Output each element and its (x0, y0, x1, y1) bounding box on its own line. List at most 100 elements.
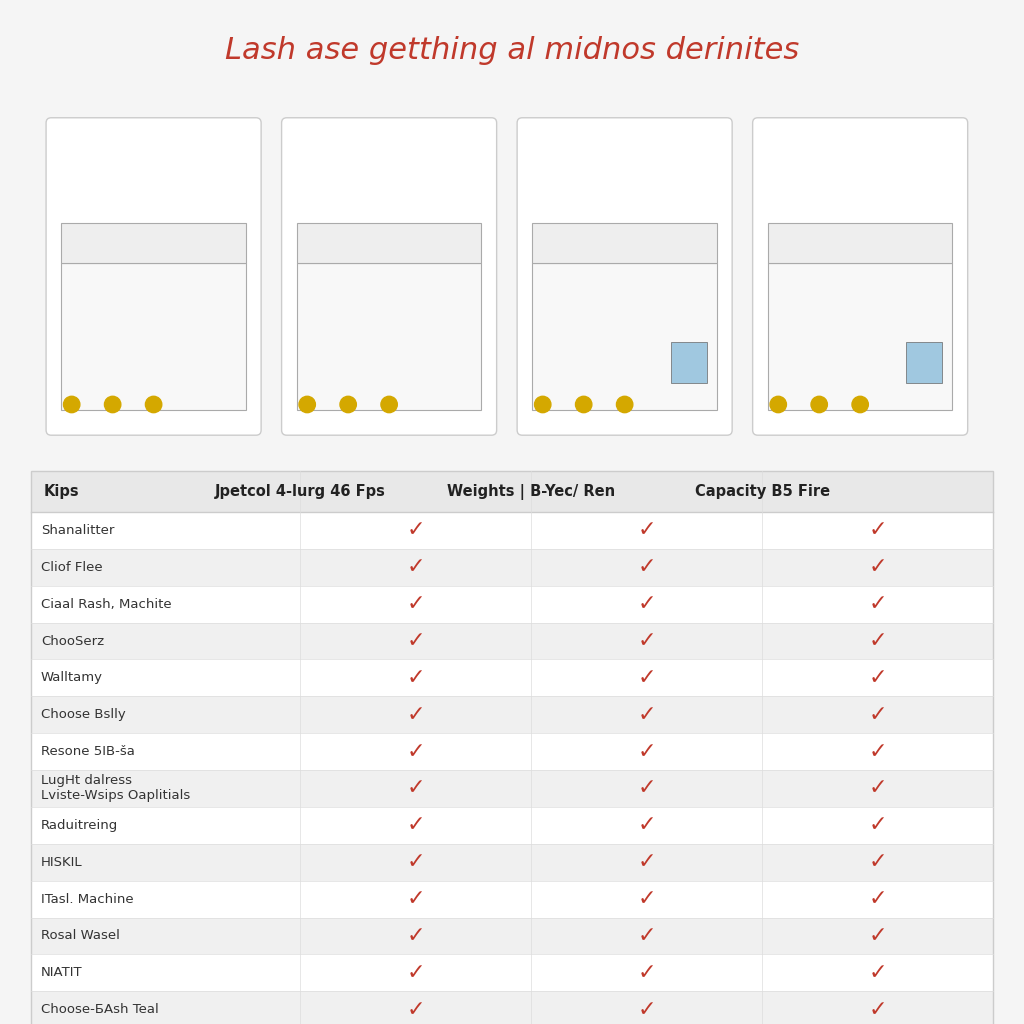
Bar (671, 342, 707, 383)
Bar (31, 807, 993, 844)
Text: ✓: ✓ (407, 852, 425, 872)
Text: ChooSerz: ChooSerz (41, 635, 104, 647)
Circle shape (63, 396, 80, 413)
Text: ✓: ✓ (868, 705, 887, 725)
Text: ✓: ✓ (638, 889, 656, 909)
FancyBboxPatch shape (282, 118, 497, 435)
Text: Shanalitter: Shanalitter (41, 524, 115, 537)
Bar (31, 844, 993, 881)
FancyBboxPatch shape (46, 118, 261, 435)
Text: ITasl. Machine: ITasl. Machine (41, 893, 133, 905)
Text: ✓: ✓ (638, 631, 656, 651)
Bar (31, 696, 993, 733)
Bar (31, 659, 993, 696)
Bar (31, 623, 993, 659)
Bar (31, 733, 993, 770)
Text: ✓: ✓ (407, 594, 425, 614)
Text: ✓: ✓ (868, 520, 887, 541)
Bar (906, 342, 942, 383)
Text: ✓: ✓ (407, 631, 425, 651)
Text: ✓: ✓ (638, 778, 656, 799)
Circle shape (852, 396, 868, 413)
Bar (31, 471, 993, 512)
Circle shape (535, 396, 551, 413)
Text: ✓: ✓ (638, 741, 656, 762)
Bar (768, 223, 952, 263)
Bar (61, 223, 246, 263)
Text: ✓: ✓ (407, 815, 425, 836)
Text: ✓: ✓ (868, 889, 887, 909)
Text: ✓: ✓ (407, 999, 425, 1020)
Text: Rosal Wasel: Rosal Wasel (41, 930, 120, 942)
Text: ✓: ✓ (407, 557, 425, 578)
Text: ✓: ✓ (868, 963, 887, 983)
Circle shape (340, 396, 356, 413)
Circle shape (811, 396, 827, 413)
Text: ✓: ✓ (868, 926, 887, 946)
FancyBboxPatch shape (517, 118, 732, 435)
Text: ✓: ✓ (638, 852, 656, 872)
Bar (31, 549, 993, 586)
Circle shape (145, 396, 162, 413)
Text: Ciaal Rash, Machite: Ciaal Rash, Machite (41, 598, 172, 610)
Text: ✓: ✓ (638, 594, 656, 614)
Text: ✓: ✓ (638, 815, 656, 836)
Text: ✓: ✓ (638, 963, 656, 983)
Text: ✓: ✓ (868, 852, 887, 872)
Circle shape (381, 396, 397, 413)
Bar (31, 586, 993, 623)
Circle shape (104, 396, 121, 413)
Text: Lash ase getthing al midnos derinites: Lash ase getthing al midnos derinites (225, 36, 799, 65)
FancyBboxPatch shape (753, 118, 968, 435)
Bar (31, 512, 993, 549)
Text: Weights | B-Yec/ Ren: Weights | B-Yec/ Ren (447, 483, 615, 500)
Text: LugHt dalress
Lviste-Wsips Oaplitials: LugHt dalress Lviste-Wsips Oaplitials (41, 774, 190, 803)
Text: ✓: ✓ (868, 815, 887, 836)
Bar (297, 263, 481, 410)
Text: ✓: ✓ (638, 668, 656, 688)
Bar (768, 263, 952, 410)
Text: ✓: ✓ (638, 705, 656, 725)
Text: HISKIL: HISKIL (41, 856, 83, 868)
Text: Cliof Flee: Cliof Flee (41, 561, 102, 573)
Text: Walltamy: Walltamy (41, 672, 103, 684)
Text: ✓: ✓ (868, 778, 887, 799)
Bar (532, 263, 717, 410)
Circle shape (575, 396, 592, 413)
Text: ✓: ✓ (407, 705, 425, 725)
Text: ✓: ✓ (407, 889, 425, 909)
Text: ✓: ✓ (407, 778, 425, 799)
Text: ✓: ✓ (638, 557, 656, 578)
Bar (31, 770, 993, 807)
Circle shape (770, 396, 786, 413)
Bar (31, 918, 993, 954)
Text: ✓: ✓ (868, 594, 887, 614)
Text: ✓: ✓ (868, 999, 887, 1020)
Text: NIATIT: NIATIT (41, 967, 83, 979)
Bar (61, 263, 246, 410)
Text: Raduitreing: Raduitreing (41, 819, 118, 831)
Text: ✓: ✓ (407, 963, 425, 983)
Bar (31, 471, 993, 1024)
Text: Choose-БAsh Teal: Choose-БAsh Teal (41, 1004, 159, 1016)
Text: ✓: ✓ (638, 520, 656, 541)
Bar (532, 223, 717, 263)
Text: ✓: ✓ (407, 520, 425, 541)
Text: ✓: ✓ (868, 557, 887, 578)
Bar (297, 223, 481, 263)
Circle shape (299, 396, 315, 413)
Bar (31, 954, 993, 991)
Bar (31, 881, 993, 918)
Text: ✓: ✓ (868, 741, 887, 762)
Text: ✓: ✓ (638, 926, 656, 946)
Text: ✓: ✓ (638, 999, 656, 1020)
Bar (31, 991, 993, 1024)
Circle shape (616, 396, 633, 413)
Text: ✓: ✓ (407, 926, 425, 946)
Text: ✓: ✓ (407, 668, 425, 688)
Text: Choose Bslly: Choose Bslly (41, 709, 126, 721)
Text: Jpetcol 4-lurg 46 Fps: Jpetcol 4-lurg 46 Fps (215, 484, 386, 499)
Text: Capacity B5 Fire: Capacity B5 Fire (695, 484, 829, 499)
Text: Kips: Kips (44, 484, 80, 499)
Text: ✓: ✓ (868, 631, 887, 651)
